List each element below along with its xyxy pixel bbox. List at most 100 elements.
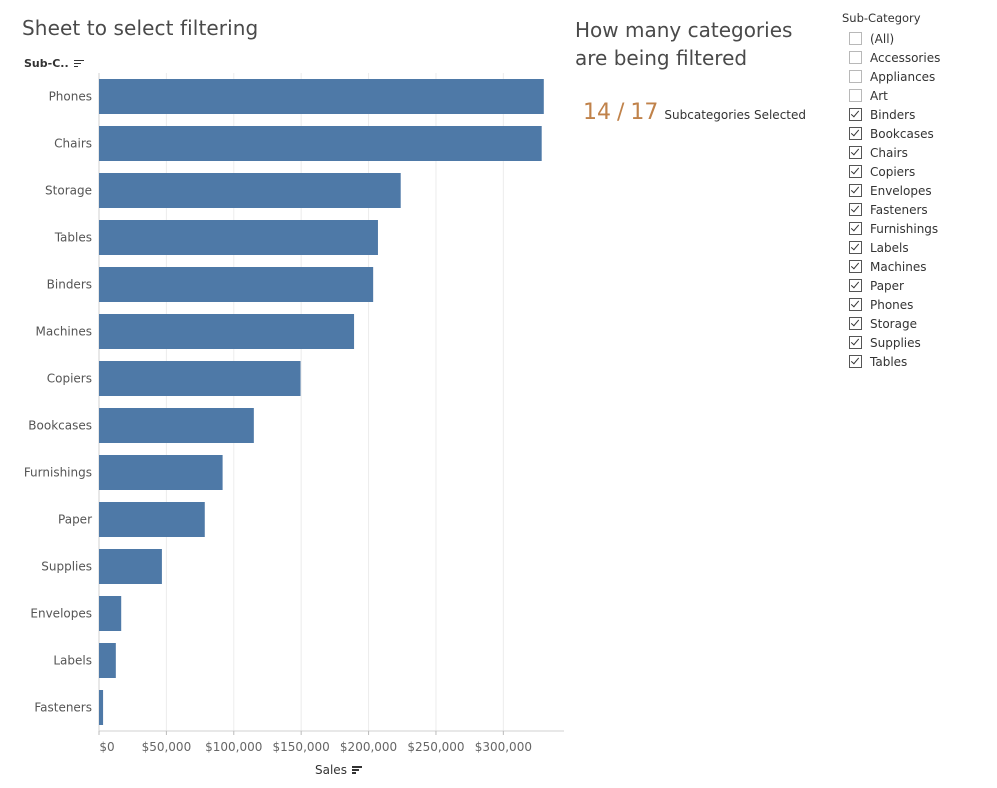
bar[interactable]: [99, 173, 401, 208]
filter-checkbox[interactable]: [849, 89, 862, 102]
filter-item[interactable]: Bookcases: [849, 124, 992, 143]
filter-item[interactable]: Binders: [849, 105, 992, 124]
category-label: Paper: [58, 513, 92, 527]
bar[interactable]: [99, 690, 103, 725]
filter-checkbox[interactable]: [849, 336, 862, 349]
sales-bar-chart: Phones Chairs Storage Tables Binders Machines…: [0, 0, 580, 788]
filter-item-label: Storage: [870, 317, 917, 331]
filter-item[interactable]: Supplies: [849, 333, 992, 352]
filter-item[interactable]: Tables: [849, 352, 992, 371]
category-label: Bookcases: [28, 419, 92, 433]
bar[interactable]: [99, 361, 301, 396]
filter-item-label: Phones: [870, 298, 913, 312]
filter-item[interactable]: (All): [849, 29, 992, 48]
filter-checkbox[interactable]: [849, 317, 862, 330]
kpi-readout: 14 / 17 Subcategories Selected: [583, 100, 806, 125]
filter-item-label: Tables: [870, 355, 907, 369]
filter-item-label: Labels: [870, 241, 909, 255]
filter-item[interactable]: Fasteners: [849, 200, 992, 219]
x-tick-label: $150,000: [273, 740, 330, 754]
bar[interactable]: [99, 408, 254, 443]
filter-item[interactable]: Copiers: [849, 162, 992, 181]
category-label: Fasteners: [34, 701, 92, 715]
filter-item-label: Copiers: [870, 165, 915, 179]
kpi-selected-count: 14: [583, 100, 611, 125]
filter-item[interactable]: Art: [849, 86, 992, 105]
x-axis-title[interactable]: Sales: [315, 763, 363, 777]
filter-item-label: Fasteners: [870, 203, 928, 217]
bar[interactable]: [99, 314, 354, 349]
x-tick-label: $300,000: [475, 740, 532, 754]
filter-checkbox[interactable]: [849, 127, 862, 140]
kpi-label: Subcategories Selected: [664, 108, 806, 122]
filter-item-label: Supplies: [870, 336, 921, 350]
filter-checkbox[interactable]: [849, 146, 862, 159]
filter-item[interactable]: Appliances: [849, 67, 992, 86]
category-label: Supplies: [41, 560, 92, 574]
bar[interactable]: [99, 126, 542, 161]
x-tick-label: $50,000: [142, 740, 192, 754]
category-label: Binders: [47, 278, 92, 292]
filter-item[interactable]: Accessories: [849, 48, 992, 67]
filter-title: Sub-Category: [842, 11, 992, 25]
subcategory-filter: Sub-Category (All) Accessories Appliances A…: [842, 11, 992, 371]
bar[interactable]: [99, 549, 162, 584]
filter-item-label: Chairs: [870, 146, 908, 160]
filter-checkbox[interactable]: [849, 222, 862, 235]
filter-item-label: Art: [870, 89, 888, 103]
filter-item-label: Machines: [870, 260, 926, 274]
filter-checkbox[interactable]: [849, 260, 862, 273]
category-label: Machines: [36, 325, 92, 339]
filter-checkbox[interactable]: [849, 165, 862, 178]
filter-item[interactable]: Labels: [849, 238, 992, 257]
filter-item[interactable]: Phones: [849, 295, 992, 314]
filter-item[interactable]: Chairs: [849, 143, 992, 162]
category-label: Envelopes: [30, 607, 92, 621]
filter-item[interactable]: Machines: [849, 257, 992, 276]
filter-checkbox[interactable]: [849, 51, 862, 64]
bar[interactable]: [99, 455, 223, 490]
filter-item-label: Appliances: [870, 70, 935, 84]
category-label: Furnishings: [24, 466, 92, 480]
category-label: Storage: [45, 184, 92, 198]
filter-checkbox[interactable]: [849, 298, 862, 311]
bar[interactable]: [99, 79, 544, 114]
kpi-separator: /: [617, 100, 624, 125]
filter-item[interactable]: Paper: [849, 276, 992, 295]
x-tick-label: $0: [99, 740, 114, 754]
kpi-total-count: 17: [630, 100, 658, 125]
x-tick-label: $100,000: [205, 740, 262, 754]
category-label: Chairs: [54, 137, 92, 151]
category-label: Copiers: [47, 372, 92, 386]
filter-checkbox[interactable]: [849, 70, 862, 83]
bar[interactable]: [99, 596, 121, 631]
kpi-title: How many categories are being filtered: [575, 16, 815, 72]
filter-item[interactable]: Furnishings: [849, 219, 992, 238]
filter-item-label: Binders: [870, 108, 915, 122]
filter-item-label: Paper: [870, 279, 904, 293]
filter-checkbox[interactable]: [849, 108, 862, 121]
x-tick-label: $250,000: [407, 740, 464, 754]
filter-item-label: Accessories: [870, 51, 940, 65]
filter-list: (All) Accessories Appliances Art Binders Book…: [842, 29, 992, 371]
category-label: Tables: [54, 231, 92, 245]
filter-item[interactable]: Envelopes: [849, 181, 992, 200]
filter-item-label: Furnishings: [870, 222, 938, 236]
filter-checkbox[interactable]: [849, 32, 862, 45]
filter-checkbox[interactable]: [849, 184, 862, 197]
filter-checkbox[interactable]: [849, 355, 862, 368]
x-sort-icon[interactable]: [352, 765, 363, 775]
filter-item-label: Envelopes: [870, 184, 932, 198]
category-label: Labels: [53, 654, 92, 668]
bar[interactable]: [99, 502, 205, 537]
bar[interactable]: [99, 643, 116, 678]
filter-item-label: Bookcases: [870, 127, 934, 141]
bar[interactable]: [99, 267, 373, 302]
filter-checkbox[interactable]: [849, 279, 862, 292]
category-label: Phones: [49, 90, 92, 104]
bar[interactable]: [99, 220, 378, 255]
filter-item-label: (All): [870, 32, 894, 46]
filter-item[interactable]: Storage: [849, 314, 992, 333]
filter-checkbox[interactable]: [849, 241, 862, 254]
filter-checkbox[interactable]: [849, 203, 862, 216]
